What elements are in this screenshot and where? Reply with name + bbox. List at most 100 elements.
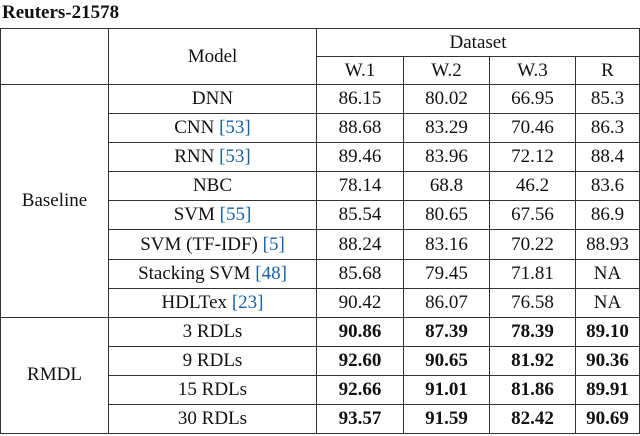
value-cell: 88.93 [574,229,640,260]
column-header: W.1 [316,56,404,85]
value-cell: 86.3 [574,113,640,144]
citation: [5] [262,233,285,255]
data-row: Stacking SVM [48] 85.68 79.45 71.81 NA [1,258,640,289]
column-header: Dataset [315,28,640,57]
value-cell: 91.01 [403,374,490,406]
data-row: Baseline DNN 86.15 80.02 66.95 85.3 [0,83,640,318]
value-cell: 66.95 [489,83,576,115]
value-cell: 90.42 [316,287,404,318]
value-cell: 85.68 [316,258,404,289]
model-cell: 30 RDLs [108,404,317,435]
model-cell: SVM (TF-IDF) [5] [108,229,317,260]
model-name: 9 RDLs [182,349,243,371]
value-cell: 68.8 [403,171,490,202]
data-row: RNN [53] 89.46 83.96 72.12 88.4 [1,142,640,173]
value-cell: 83.6 [574,171,640,202]
value-cell: 91.59 [403,404,490,435]
value-cell: 72.12 [489,142,576,173]
value-cell: 88.24 [316,229,404,260]
value-cell: 85.54 [316,200,404,231]
value-cell: 76.58 [489,287,576,318]
column-header: Model [108,28,317,85]
value-cell: 89.91 [574,374,640,406]
value-cell: 85.3 [574,83,640,115]
model-name: RNN [174,146,215,168]
column-header: W.3 [489,56,576,85]
model-cell: HDLTex [23] [108,287,317,318]
value-cell: 67.56 [489,200,576,231]
data-row: 30 RDLs 93.57 91.59 82.42 90.69 [1,404,640,435]
value-cell: 78.39 [489,316,576,347]
value-cell: 86.15 [316,83,404,115]
model-name: 15 RDLs [177,378,248,400]
data-row: NBC 78.14 68.8 46.2 83.6 [1,171,640,202]
model-cell: 9 RDLs [108,345,317,376]
value-cell: 90.69 [574,404,640,435]
value-cell: NA [574,287,640,318]
value-cell: 89.10 [574,316,640,347]
model-cell: NBC [108,171,317,202]
value-cell: 71.81 [489,258,576,289]
value-cell: 90.65 [403,345,490,376]
model-name: 3 RDLs [182,320,243,342]
model-cell: 15 RDLs [108,374,317,406]
value-cell: 70.46 [489,113,576,144]
header-row: W.1 W.2 W.3 R [1,56,640,85]
value-cell: 83.16 [403,229,490,260]
value-cell: 87.39 [403,316,490,347]
data-row: RMDL 3 RDLs 90.86 87.39 78.39 89.10 [0,316,640,435]
value-cell: 80.02 [403,83,490,115]
citation: [53] [219,117,251,139]
value-cell: 88.68 [316,113,404,144]
column-header: W.2 [403,56,490,85]
data-row: CNN [53] 88.68 83.29 70.46 86.3 [1,113,640,144]
value-cell: NA [574,258,640,289]
value-cell: 92.60 [316,345,404,376]
value-cell: 92.66 [316,374,404,406]
model-cell: RNN [53] [108,142,317,173]
value-cell: 80.65 [403,200,490,231]
column-header: R [574,56,640,85]
model-name: HDLTex [161,291,228,313]
corner-cell [0,28,109,85]
value-cell: 90.86 [316,316,404,347]
data-row: SVM (TF-IDF) [5] 88.24 83.16 70.22 88.93 [1,229,640,260]
model-name: SVM [173,204,215,226]
citation: [23] [231,291,264,313]
data-row: 9 RDLs 92.60 90.65 81.92 90.36 [1,345,640,376]
value-cell: 86.9 [574,200,640,231]
value-cell: 81.92 [489,345,576,376]
model-cell: Stacking SVM [48] [108,258,317,289]
value-cell: 46.2 [489,171,576,202]
citation: [55] [219,204,252,226]
model-cell: SVM [55] [108,200,317,231]
table-title: Reuters-21578 [2,2,120,23]
value-cell: 90.36 [574,345,640,376]
value-cell: 93.57 [316,404,404,435]
value-cell: 88.4 [574,142,640,173]
model-name: SVM (TF-IDF) [140,233,258,255]
value-cell: 81.86 [489,374,576,406]
model-name: NBC [192,175,233,197]
model-name: CNN [174,117,215,139]
citation: [53] [219,146,251,168]
results-table: Model Dataset W.1 W.2 W.3 R Baseline DNN 86.1… [0,28,640,435]
model-name: Stacking SVM [138,262,251,284]
model-cell: CNN [53] [108,113,317,144]
group-label: Baseline [0,84,109,318]
value-cell: 89.46 [316,142,404,173]
header-row: Model Dataset [0,28,640,85]
model-name: DNN [191,88,234,110]
value-cell: 70.22 [489,229,576,260]
table-body: Model Dataset W.1 W.2 W.3 R Baseline DNN 86.1… [0,28,640,435]
group-label: RMDL [0,316,109,435]
value-cell: 86.07 [403,287,490,318]
value-cell: 79.45 [403,258,490,289]
model-cell: 3 RDLs [108,316,317,347]
value-cell: 83.96 [403,142,490,173]
value-cell: 78.14 [316,171,404,202]
citation: [48] [255,262,287,284]
model-name: 30 RDLs [177,408,248,430]
model-cell: DNN [108,83,317,115]
